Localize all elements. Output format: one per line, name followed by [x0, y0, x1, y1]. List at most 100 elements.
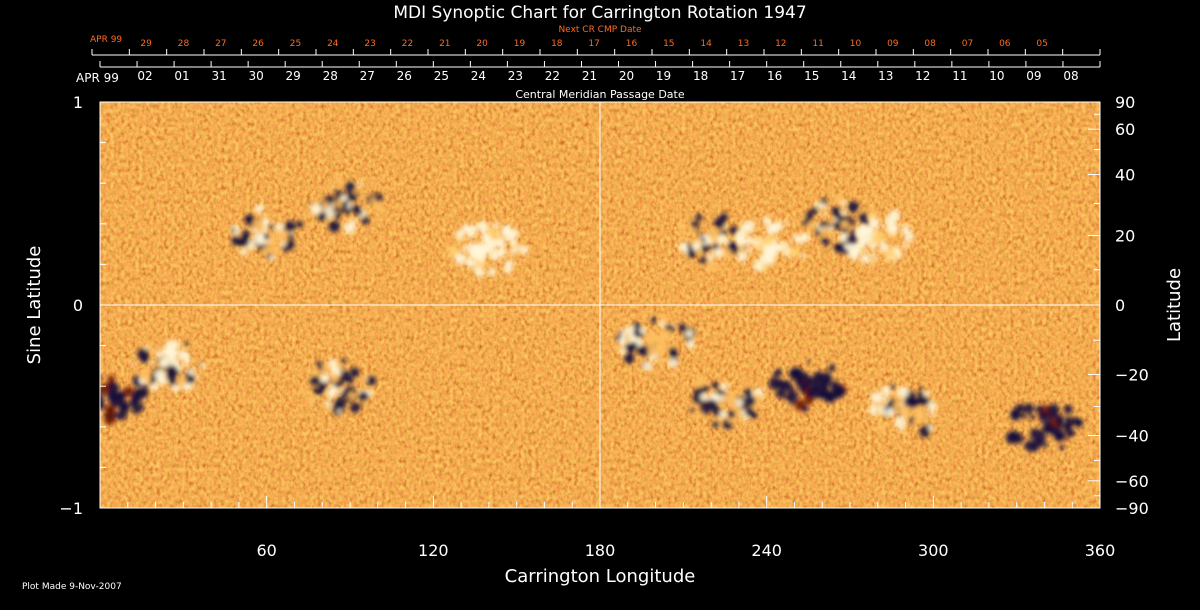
region-speckle	[360, 215, 370, 225]
region-speckle	[695, 214, 703, 222]
region-speckle	[883, 396, 889, 402]
inner-date-label: 10	[989, 69, 1004, 83]
region-speckle	[743, 388, 753, 398]
y-axis-title-left: Sine Latitude	[24, 246, 45, 365]
region-speckle	[1056, 414, 1064, 423]
region-speckle	[629, 341, 638, 350]
inner-date-label: 14	[841, 69, 856, 83]
region-speckle	[161, 349, 167, 355]
region-speckle	[330, 375, 339, 383]
region-speckle	[718, 262, 722, 267]
region-speckle	[489, 249, 501, 261]
region-speckle	[310, 203, 322, 215]
region-speckle	[169, 357, 179, 368]
region-speckle	[104, 404, 116, 416]
region-speckle	[901, 224, 911, 235]
region-speckle	[668, 357, 679, 368]
region-speckle	[819, 222, 825, 228]
region-speckle	[909, 397, 920, 408]
region-speckle	[334, 176, 344, 186]
region-speckle	[778, 223, 784, 230]
region-speckle	[132, 389, 137, 394]
region-speckle	[1059, 444, 1065, 451]
region-speckle	[358, 391, 369, 402]
region-speckle	[636, 345, 646, 355]
region-speckle	[89, 388, 94, 393]
y-left-tick-label: −1	[59, 499, 83, 518]
inner-date-label: 02	[137, 69, 152, 83]
region-speckle	[795, 378, 804, 387]
active-region	[298, 358, 377, 416]
region-speckle	[136, 403, 145, 411]
region-speckle	[332, 388, 339, 395]
region-speckle	[706, 399, 718, 412]
region-speckle	[897, 386, 909, 398]
region-speckle	[893, 253, 898, 258]
y-right-tick-label: 60	[1115, 120, 1135, 139]
region-speckle	[1023, 403, 1034, 415]
region-speckle	[107, 375, 115, 384]
region-speckle	[657, 357, 664, 364]
region-speckle	[491, 236, 496, 241]
region-speckle	[447, 245, 459, 257]
region-speckle	[802, 233, 811, 242]
region-speckle	[296, 220, 304, 228]
region-speckle	[831, 206, 841, 216]
region-speckle	[1029, 428, 1042, 440]
region-speckle	[841, 209, 847, 215]
region-speckle	[847, 201, 860, 213]
region-speckle	[513, 252, 518, 257]
outer-date-label: 14	[700, 39, 712, 49]
region-speckle	[745, 236, 755, 246]
region-speckle	[825, 243, 829, 247]
region-speckle	[150, 377, 156, 383]
outer-date-label: 19	[514, 39, 526, 49]
region-speckle	[869, 404, 880, 416]
region-speckle	[862, 229, 869, 237]
region-speckle	[1041, 419, 1046, 425]
active-region	[615, 314, 696, 372]
active-region	[89, 374, 149, 426]
y-right-tick-label: −60	[1115, 472, 1149, 491]
region-speckle	[677, 222, 688, 232]
outer-date-label: 09	[887, 39, 899, 49]
outer-date-label: 08	[924, 39, 936, 49]
region-speckle	[371, 193, 376, 197]
region-speckle	[150, 344, 160, 355]
region-speckle	[252, 219, 264, 231]
inner-date-label: 09	[1026, 69, 1041, 83]
region-speckle	[783, 381, 788, 387]
region-speckle	[737, 245, 746, 254]
region-speckle	[1053, 429, 1066, 442]
outer-date-label: 12	[775, 39, 786, 49]
region-speckle	[804, 210, 814, 220]
region-speckle	[645, 332, 657, 344]
outer-date-label: 05	[1036, 39, 1047, 49]
region-speckle	[240, 248, 247, 256]
region-speckle	[700, 393, 708, 401]
region-speckle	[830, 381, 841, 392]
outer-date-label: 18	[551, 39, 563, 49]
region-speckle	[900, 405, 911, 417]
region-speckle	[468, 231, 475, 239]
region-speckle	[510, 250, 514, 255]
region-speckle	[478, 256, 485, 263]
region-speckle	[275, 222, 284, 232]
region-speckle	[187, 368, 196, 376]
active-region	[677, 213, 747, 272]
region-speckle	[261, 246, 271, 256]
region-speckle	[806, 221, 817, 231]
outer-date-label: 13	[738, 39, 749, 49]
region-speckle	[711, 236, 719, 244]
region-speckle	[231, 228, 236, 233]
region-speckle	[744, 417, 749, 422]
region-speckle	[183, 357, 191, 365]
region-speckle	[1010, 408, 1019, 417]
region-speckle	[897, 413, 901, 418]
region-speckle	[1064, 437, 1069, 442]
region-speckle	[788, 246, 800, 258]
region-speckle	[919, 426, 931, 438]
outer-date-label: 07	[962, 39, 973, 49]
inner-date-label: 29	[286, 69, 301, 83]
outer-date-label: 10	[850, 39, 862, 49]
